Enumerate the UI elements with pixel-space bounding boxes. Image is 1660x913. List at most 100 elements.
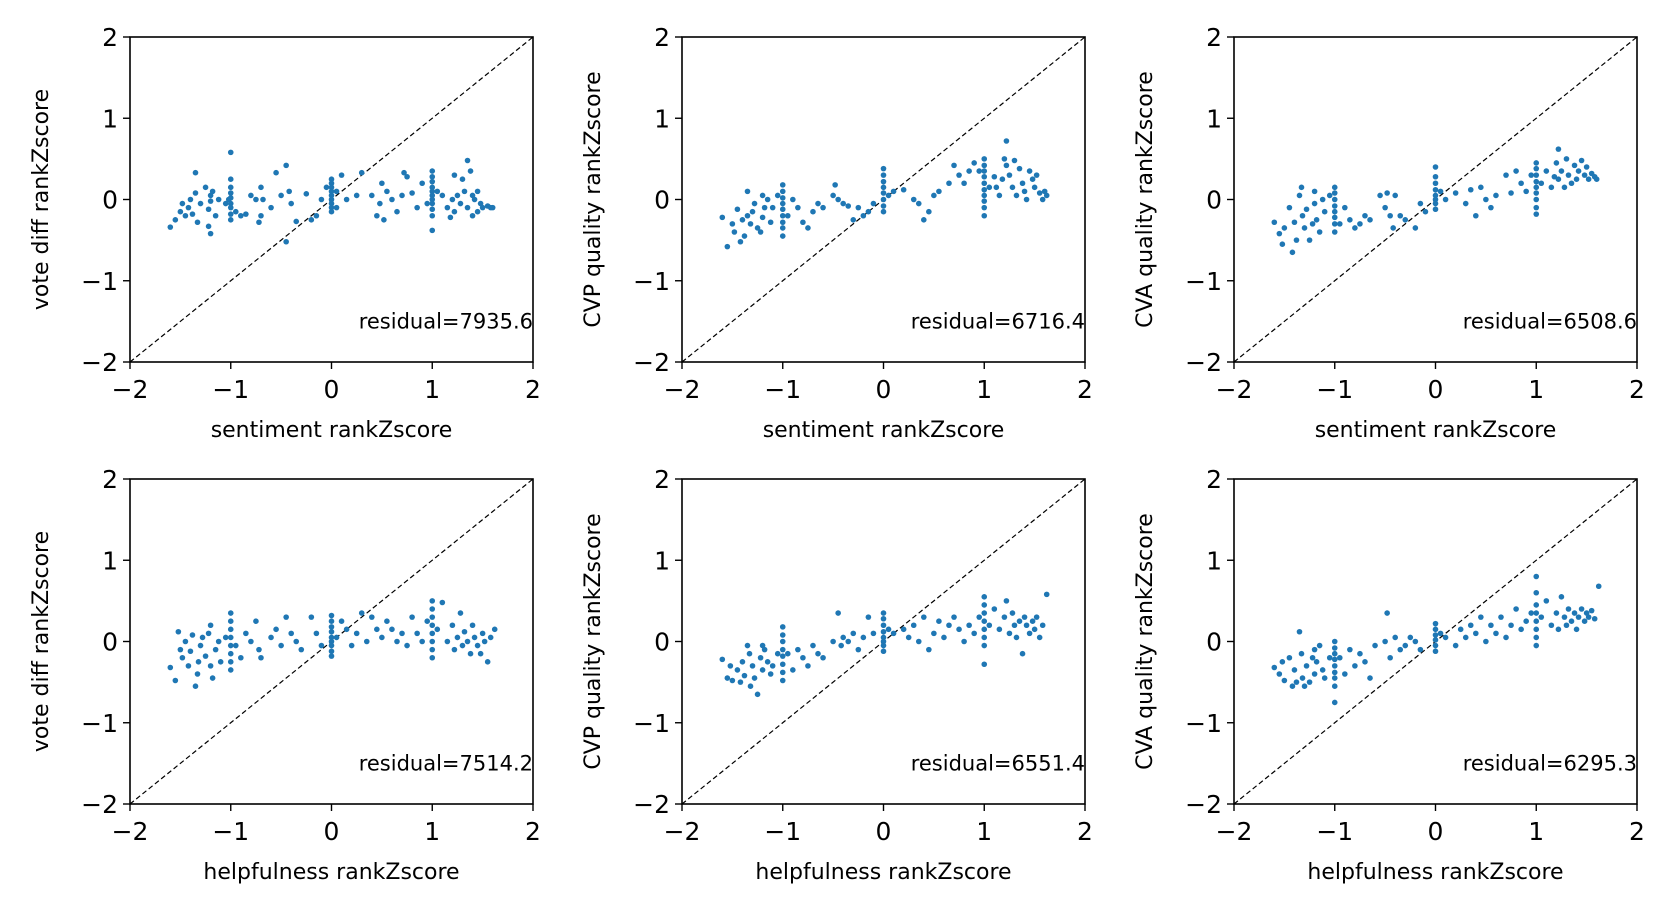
data-point (1347, 646, 1353, 653)
data-point (399, 192, 405, 199)
data-point (1533, 626, 1540, 633)
data-point (1311, 188, 1318, 195)
data-point (1016, 618, 1023, 624)
data-point (1575, 168, 1582, 174)
data-point (1407, 634, 1414, 641)
data-point (1313, 217, 1320, 223)
chart-panel-2: −2−2 −1 −1 0 0 1 1 2 2 sentiment rankZscore CVP qu… (581, 23, 1093, 443)
data-point (764, 196, 771, 203)
data-point (253, 618, 259, 624)
data-point (205, 630, 212, 637)
data-point (779, 182, 786, 188)
y-tick-label: 0 (654, 628, 670, 657)
data-point (880, 184, 887, 191)
data-point (179, 654, 186, 661)
data-point (429, 212, 436, 219)
data-point (751, 675, 758, 681)
data-point (1011, 157, 1018, 164)
x-tick-label: −2 (112, 375, 149, 404)
data-point (471, 634, 478, 641)
data-point (1548, 622, 1555, 629)
data-point (474, 188, 481, 195)
data-point (981, 661, 988, 668)
data-point (474, 642, 481, 649)
data-point (429, 168, 436, 174)
y-tick-label: 2 (1206, 23, 1222, 52)
data-point (936, 188, 942, 195)
data-point (429, 598, 436, 604)
data-point (1543, 598, 1550, 604)
data-point (754, 691, 761, 698)
data-point (258, 654, 264, 661)
x-axis-label: sentiment rankZscore (1315, 418, 1557, 443)
x-tick-label: −1 (1316, 375, 1353, 404)
data-point (444, 638, 451, 645)
data-point (996, 192, 1003, 199)
data-point (729, 221, 736, 227)
data-point (1483, 638, 1489, 645)
data-point (1291, 667, 1298, 673)
data-point (1372, 642, 1378, 649)
data-point (199, 634, 206, 641)
data-point (429, 646, 436, 653)
data-point (759, 667, 766, 673)
data-point (1561, 184, 1568, 191)
chart-panel-3: −2−2 −1 −1 0 0 1 1 2 2 sentiment rankZscore CVA qu… (1133, 23, 1645, 443)
data-point (1009, 184, 1016, 191)
data-point (1563, 622, 1570, 629)
data-point (1331, 645, 1338, 651)
data-point (981, 204, 988, 211)
data-point (779, 195, 786, 201)
x-tick-label: −2 (1216, 375, 1253, 404)
data-point (784, 650, 791, 657)
data-point (318, 642, 325, 649)
data-point (1319, 667, 1326, 673)
data-point (172, 677, 179, 684)
data-point (1301, 683, 1308, 689)
data-point (1528, 172, 1535, 178)
data-point (880, 203, 887, 209)
data-point (1498, 614, 1504, 620)
data-point (195, 659, 202, 665)
data-point (900, 626, 907, 633)
data-point (1553, 160, 1560, 166)
data-point (1565, 172, 1572, 178)
data-point (981, 594, 988, 600)
data-point (885, 626, 892, 633)
data-point (1553, 610, 1560, 616)
data-point (207, 663, 214, 669)
data-point (479, 630, 486, 637)
data-point (328, 634, 335, 641)
data-point (333, 634, 340, 641)
data-point (1311, 200, 1318, 207)
y-tick-label: −1 (81, 709, 118, 738)
data-point (328, 638, 335, 645)
data-point (956, 172, 962, 178)
data-point (1331, 650, 1338, 657)
data-point (1533, 642, 1540, 649)
data-point (194, 671, 201, 677)
y-tick-label: −1 (633, 267, 670, 296)
data-point (1533, 196, 1540, 203)
data-point (1301, 225, 1308, 231)
data-point (429, 188, 436, 195)
y-tick-label: 2 (102, 23, 118, 52)
data-point (1367, 217, 1373, 223)
data-point (328, 642, 335, 649)
data-point (729, 677, 736, 684)
data-point (1473, 630, 1479, 637)
data-point (1331, 214, 1338, 221)
data-point (439, 599, 446, 606)
data-point (1331, 656, 1338, 663)
data-point (1306, 679, 1313, 685)
data-point (434, 626, 441, 633)
data-point (779, 188, 786, 195)
data-point (1357, 221, 1363, 227)
data-point (419, 180, 425, 187)
data-point (971, 160, 977, 166)
data-point (451, 208, 458, 215)
data-point (461, 628, 468, 635)
data-point (414, 204, 420, 211)
data-point (779, 225, 786, 231)
data-point (474, 208, 481, 215)
